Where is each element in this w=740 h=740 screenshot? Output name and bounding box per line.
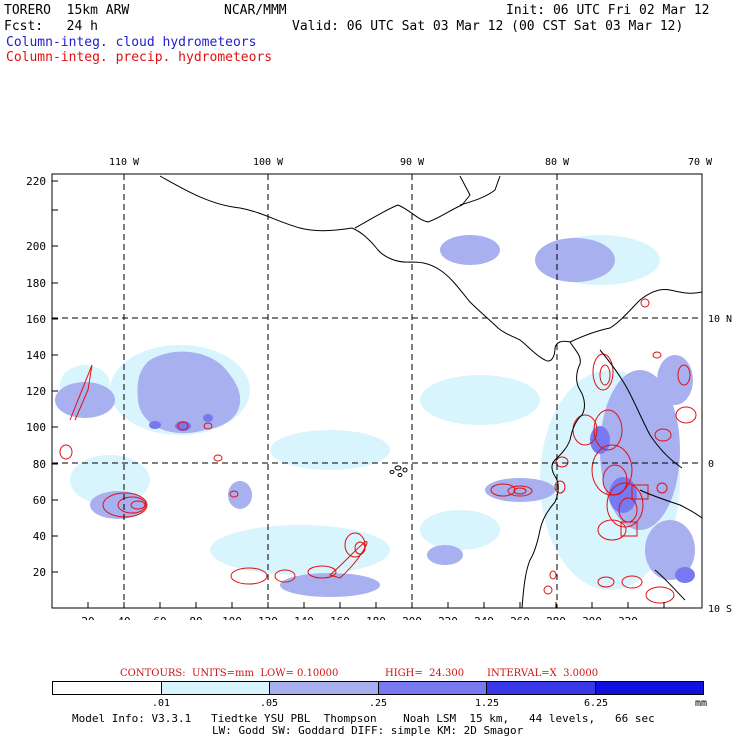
y-tick-label: 220 bbox=[26, 175, 46, 188]
contour-high: HIGH= 24.300 bbox=[385, 668, 465, 679]
y-tick-label: 80 bbox=[33, 458, 46, 471]
contour-interval: INTERVAL=X 3.0000 bbox=[487, 668, 599, 679]
lat-label: 0 bbox=[708, 459, 714, 470]
x-tick-label: 60 bbox=[153, 615, 166, 620]
colorbar-unit: mm bbox=[695, 698, 708, 709]
y-tick-label: 180 bbox=[26, 277, 46, 290]
y-tick-label: 200 bbox=[26, 240, 46, 253]
center-label: NCAR/MMM bbox=[224, 3, 287, 18]
model-title: TORERO 15km ARW bbox=[4, 3, 130, 18]
lat-label: 10 N bbox=[708, 314, 732, 325]
x-tick-label: 320 bbox=[618, 615, 638, 620]
colorbar-label: .25 bbox=[369, 698, 388, 709]
x-tick-label: 80 bbox=[189, 615, 202, 620]
color-bin bbox=[161, 682, 270, 694]
lon-label: 70 W bbox=[688, 157, 713, 168]
x-tick-labels: 20 40 60 80 100 120 140 160 180 200 220 … bbox=[81, 615, 638, 620]
color-bar bbox=[52, 681, 704, 695]
x-tick-label: 180 bbox=[366, 615, 386, 620]
color-bin bbox=[270, 682, 379, 694]
init-time: Init: 06 UTC Fri 02 Mar 12 bbox=[506, 3, 710, 18]
latlon-grid bbox=[52, 174, 702, 608]
x-tick-label: 240 bbox=[474, 615, 494, 620]
colorbar-label: 1.25 bbox=[475, 698, 500, 709]
coastlines bbox=[159, 175, 702, 608]
lon-label: 100 W bbox=[253, 157, 284, 168]
model-info: Model Info: V3.3.1 Tiedtke YSU PBL Thomp… bbox=[72, 712, 655, 725]
colorbar-label: .05 bbox=[260, 698, 279, 709]
precip-contours bbox=[59, 298, 697, 604]
color-bin bbox=[53, 682, 162, 694]
x-tick-label: 20 bbox=[81, 615, 94, 620]
color-bin bbox=[378, 682, 487, 694]
ticks bbox=[52, 180, 665, 608]
y-tick-label: 60 bbox=[33, 494, 46, 507]
x-tick-label: 140 bbox=[294, 615, 314, 620]
forecast-hour: Fcst: 24 h bbox=[4, 19, 98, 34]
x-tick-label: 40 bbox=[117, 615, 130, 620]
x-tick-label: 300 bbox=[582, 615, 602, 620]
field-cloud-label: Column-integ. cloud hydrometeors bbox=[6, 35, 257, 50]
color-bin bbox=[595, 682, 703, 694]
lat-label: 10 S bbox=[708, 604, 732, 615]
colorbar-label: 6.25 bbox=[584, 698, 609, 709]
contour-units: CONTOURS: UNITS=mm LOW= 0.10000 bbox=[120, 668, 339, 679]
hydrometeor-map: 110 W 100 W 90 W 80 W 70 W 10 N 0 10 S bbox=[26, 157, 732, 620]
y-tick-label: 100 bbox=[26, 421, 46, 434]
field-precip-label: Column-integ. precip. hydrometeors bbox=[6, 50, 273, 65]
y-tick-label: 140 bbox=[26, 349, 46, 362]
y-tick-labels: 20 40 60 80 100 120 140 160 180 200 220 bbox=[26, 175, 46, 579]
model-physics: LW: Godd SW: Goddard DIFF: simple KM: 2D… bbox=[212, 724, 524, 737]
y-tick-label: 120 bbox=[26, 385, 46, 398]
x-tick-label: 280 bbox=[546, 615, 566, 620]
y-tick-label: 20 bbox=[33, 566, 46, 579]
cloud-shading-dark bbox=[149, 414, 695, 583]
x-tick-label: 200 bbox=[402, 615, 422, 620]
x-tick-label: 120 bbox=[258, 615, 278, 620]
lon-label: 110 W bbox=[109, 157, 140, 168]
x-tick-label: 220 bbox=[438, 615, 458, 620]
x-tick-label: 160 bbox=[330, 615, 350, 620]
y-tick-label: 40 bbox=[33, 530, 46, 543]
colorbar-label: .01 bbox=[152, 698, 171, 709]
color-bin bbox=[487, 682, 596, 694]
lon-label: 90 W bbox=[400, 157, 425, 168]
valid-time: Valid: 06 UTC Sat 03 Mar 12 (00 CST Sat … bbox=[292, 19, 684, 34]
y-tick-label: 160 bbox=[26, 313, 46, 326]
x-tick-label: 260 bbox=[510, 615, 530, 620]
lon-label: 80 W bbox=[545, 157, 570, 168]
x-tick-label: 100 bbox=[222, 615, 242, 620]
